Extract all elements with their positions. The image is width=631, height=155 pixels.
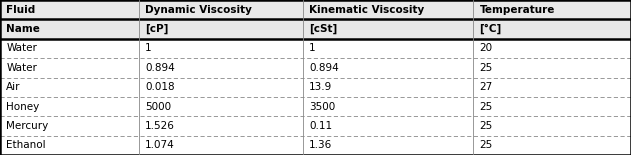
Text: 1.36: 1.36 [309, 140, 333, 150]
Text: 0.11: 0.11 [309, 121, 333, 131]
Bar [0, 39, 139, 58]
Bar [473, 0, 631, 19]
Text: Ethanol: Ethanol [6, 140, 46, 150]
Bar [0, 58, 139, 78]
Text: Temperature: Temperature [480, 5, 555, 15]
Text: Air: Air [6, 82, 21, 92]
Bar [473, 78, 631, 97]
Text: 0.894: 0.894 [309, 63, 339, 73]
Bar [473, 116, 631, 136]
Bar [139, 19, 303, 39]
Text: 0.018: 0.018 [145, 82, 175, 92]
Bar [0, 19, 139, 39]
Bar [303, 136, 473, 155]
Text: 5000: 5000 [145, 102, 171, 112]
Bar [0, 0, 139, 19]
Bar [139, 78, 303, 97]
Text: Kinematic Viscosity: Kinematic Viscosity [309, 5, 425, 15]
Text: 3500: 3500 [309, 102, 336, 112]
Text: Honey: Honey [6, 102, 40, 112]
Bar [139, 136, 303, 155]
Text: 1: 1 [309, 43, 316, 53]
Bar [303, 116, 473, 136]
Bar [473, 136, 631, 155]
Text: 27: 27 [480, 82, 493, 92]
Text: 25: 25 [480, 102, 493, 112]
Bar [0, 78, 139, 97]
Bar [303, 0, 473, 19]
Text: 20: 20 [480, 43, 493, 53]
Text: 1.074: 1.074 [145, 140, 175, 150]
Text: Water: Water [6, 43, 37, 53]
Text: 25: 25 [480, 121, 493, 131]
Bar [0, 116, 139, 136]
Text: [°C]: [°C] [480, 24, 502, 34]
Bar [303, 39, 473, 58]
Bar [0, 136, 139, 155]
Text: 25: 25 [480, 140, 493, 150]
Bar [303, 58, 473, 78]
Text: Mercury: Mercury [6, 121, 49, 131]
Bar [139, 58, 303, 78]
Bar [473, 19, 631, 39]
Text: 0.894: 0.894 [145, 63, 175, 73]
Text: 1.526: 1.526 [145, 121, 175, 131]
Bar [303, 19, 473, 39]
Bar [473, 58, 631, 78]
Text: 13.9: 13.9 [309, 82, 333, 92]
Bar [139, 39, 303, 58]
Bar [473, 39, 631, 58]
Bar [303, 97, 473, 116]
Text: Fluid: Fluid [6, 5, 35, 15]
Bar [139, 0, 303, 19]
Text: [cP]: [cP] [145, 24, 168, 34]
Bar [139, 97, 303, 116]
Bar [0, 97, 139, 116]
Bar [473, 97, 631, 116]
Bar [303, 78, 473, 97]
Text: Name: Name [6, 24, 40, 34]
Text: 1: 1 [145, 43, 151, 53]
Text: 25: 25 [480, 63, 493, 73]
Bar [139, 116, 303, 136]
Text: [cSt]: [cSt] [309, 24, 338, 34]
Text: Water: Water [6, 63, 37, 73]
Text: Dynamic Viscosity: Dynamic Viscosity [145, 5, 252, 15]
